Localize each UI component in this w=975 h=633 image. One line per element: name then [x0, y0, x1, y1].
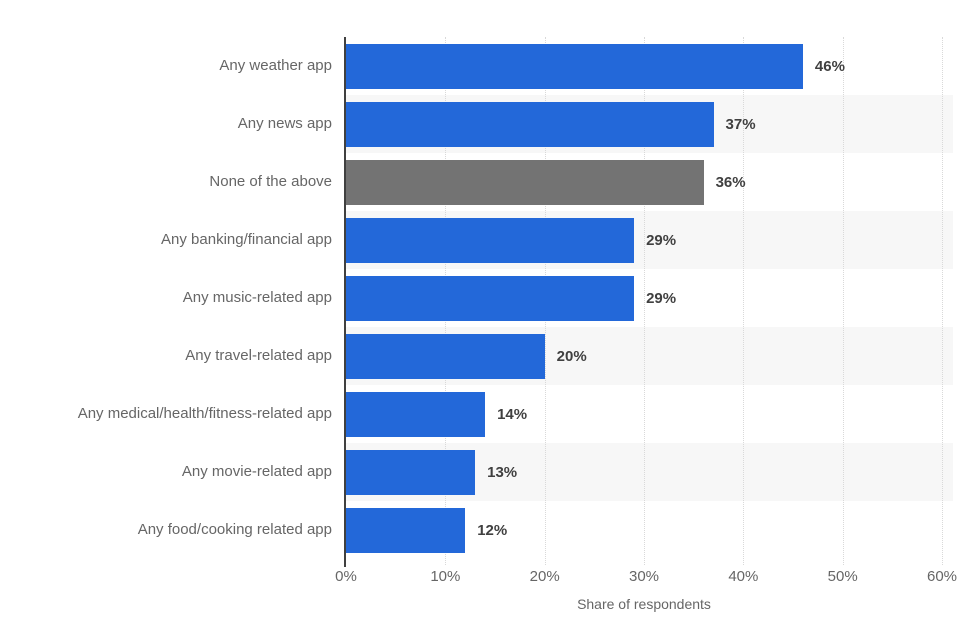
value-label: 14% [497, 405, 528, 423]
value-label: 36% [715, 173, 746, 191]
category-label: Any food/cooking related app [137, 521, 332, 538]
bar [346, 159, 704, 205]
gridline [942, 37, 943, 565]
bar [346, 391, 486, 437]
bar [346, 275, 635, 321]
value-label: 12% [477, 521, 508, 539]
x-tick-label: 40% [728, 568, 759, 585]
bar [346, 333, 545, 379]
x-tick-label: 0% [335, 568, 357, 585]
category-label: Any music-related app [182, 289, 332, 306]
category-label: Any banking/financial app [161, 231, 332, 248]
value-label: 46% [814, 57, 845, 75]
value-label: 13% [487, 463, 518, 481]
category-label: Any weather app [219, 57, 332, 74]
x-tick-label: 10% [430, 568, 461, 585]
x-axis-title: Share of respondents [577, 596, 711, 612]
category-label: Any movie-related app [181, 463, 332, 480]
gridline [644, 37, 645, 565]
category-label: None of the above [209, 173, 332, 190]
category-label: Any medical/health/fitness-related app [77, 405, 332, 422]
x-tick-label: 50% [827, 568, 858, 585]
bar [346, 101, 714, 147]
bar [346, 449, 476, 495]
value-label: 29% [646, 289, 677, 307]
value-label: 20% [556, 347, 587, 365]
gridline [743, 37, 745, 565]
x-tick-label: 60% [926, 568, 958, 585]
bar [346, 507, 466, 553]
category-label: Any news app [237, 115, 332, 132]
x-tick-label: 30% [628, 568, 660, 585]
bar [346, 217, 635, 263]
bar [346, 43, 803, 89]
value-label: 29% [646, 231, 677, 249]
category-label: Any travel-related app [185, 347, 332, 364]
x-tick-label: 20% [529, 568, 560, 585]
value-label: 37% [725, 115, 756, 133]
gridline [842, 37, 844, 565]
y-axis-line [344, 37, 346, 567]
